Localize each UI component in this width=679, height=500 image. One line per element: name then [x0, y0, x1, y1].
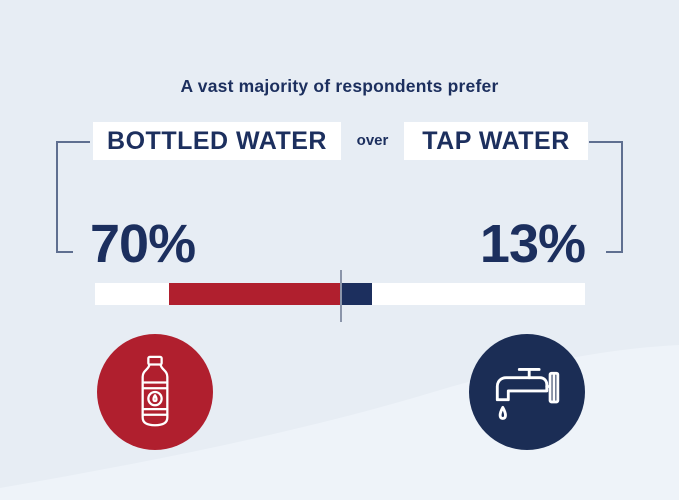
label-tap-water: TAP WATER: [404, 122, 588, 160]
tap-water-badge: [469, 334, 585, 450]
faucet-icon: [495, 368, 560, 420]
value-tap-water: 13%: [479, 214, 586, 274]
bar-center-divider: [340, 270, 342, 322]
bracket-left: [56, 141, 90, 253]
bar-bottled-fill: [168, 283, 340, 305]
bottled-water-badge: [97, 334, 213, 450]
water-bottle-icon: [141, 355, 169, 427]
chart-title: A vast majority of respondents prefer: [180, 76, 499, 96]
value-bottled-water: 70%: [90, 214, 196, 274]
label-over: over: [356, 132, 389, 149]
label-bottled-water: BOTTLED WATER: [93, 122, 341, 160]
bracket-right: [589, 141, 623, 253]
bar-tap-fill: [340, 283, 372, 305]
